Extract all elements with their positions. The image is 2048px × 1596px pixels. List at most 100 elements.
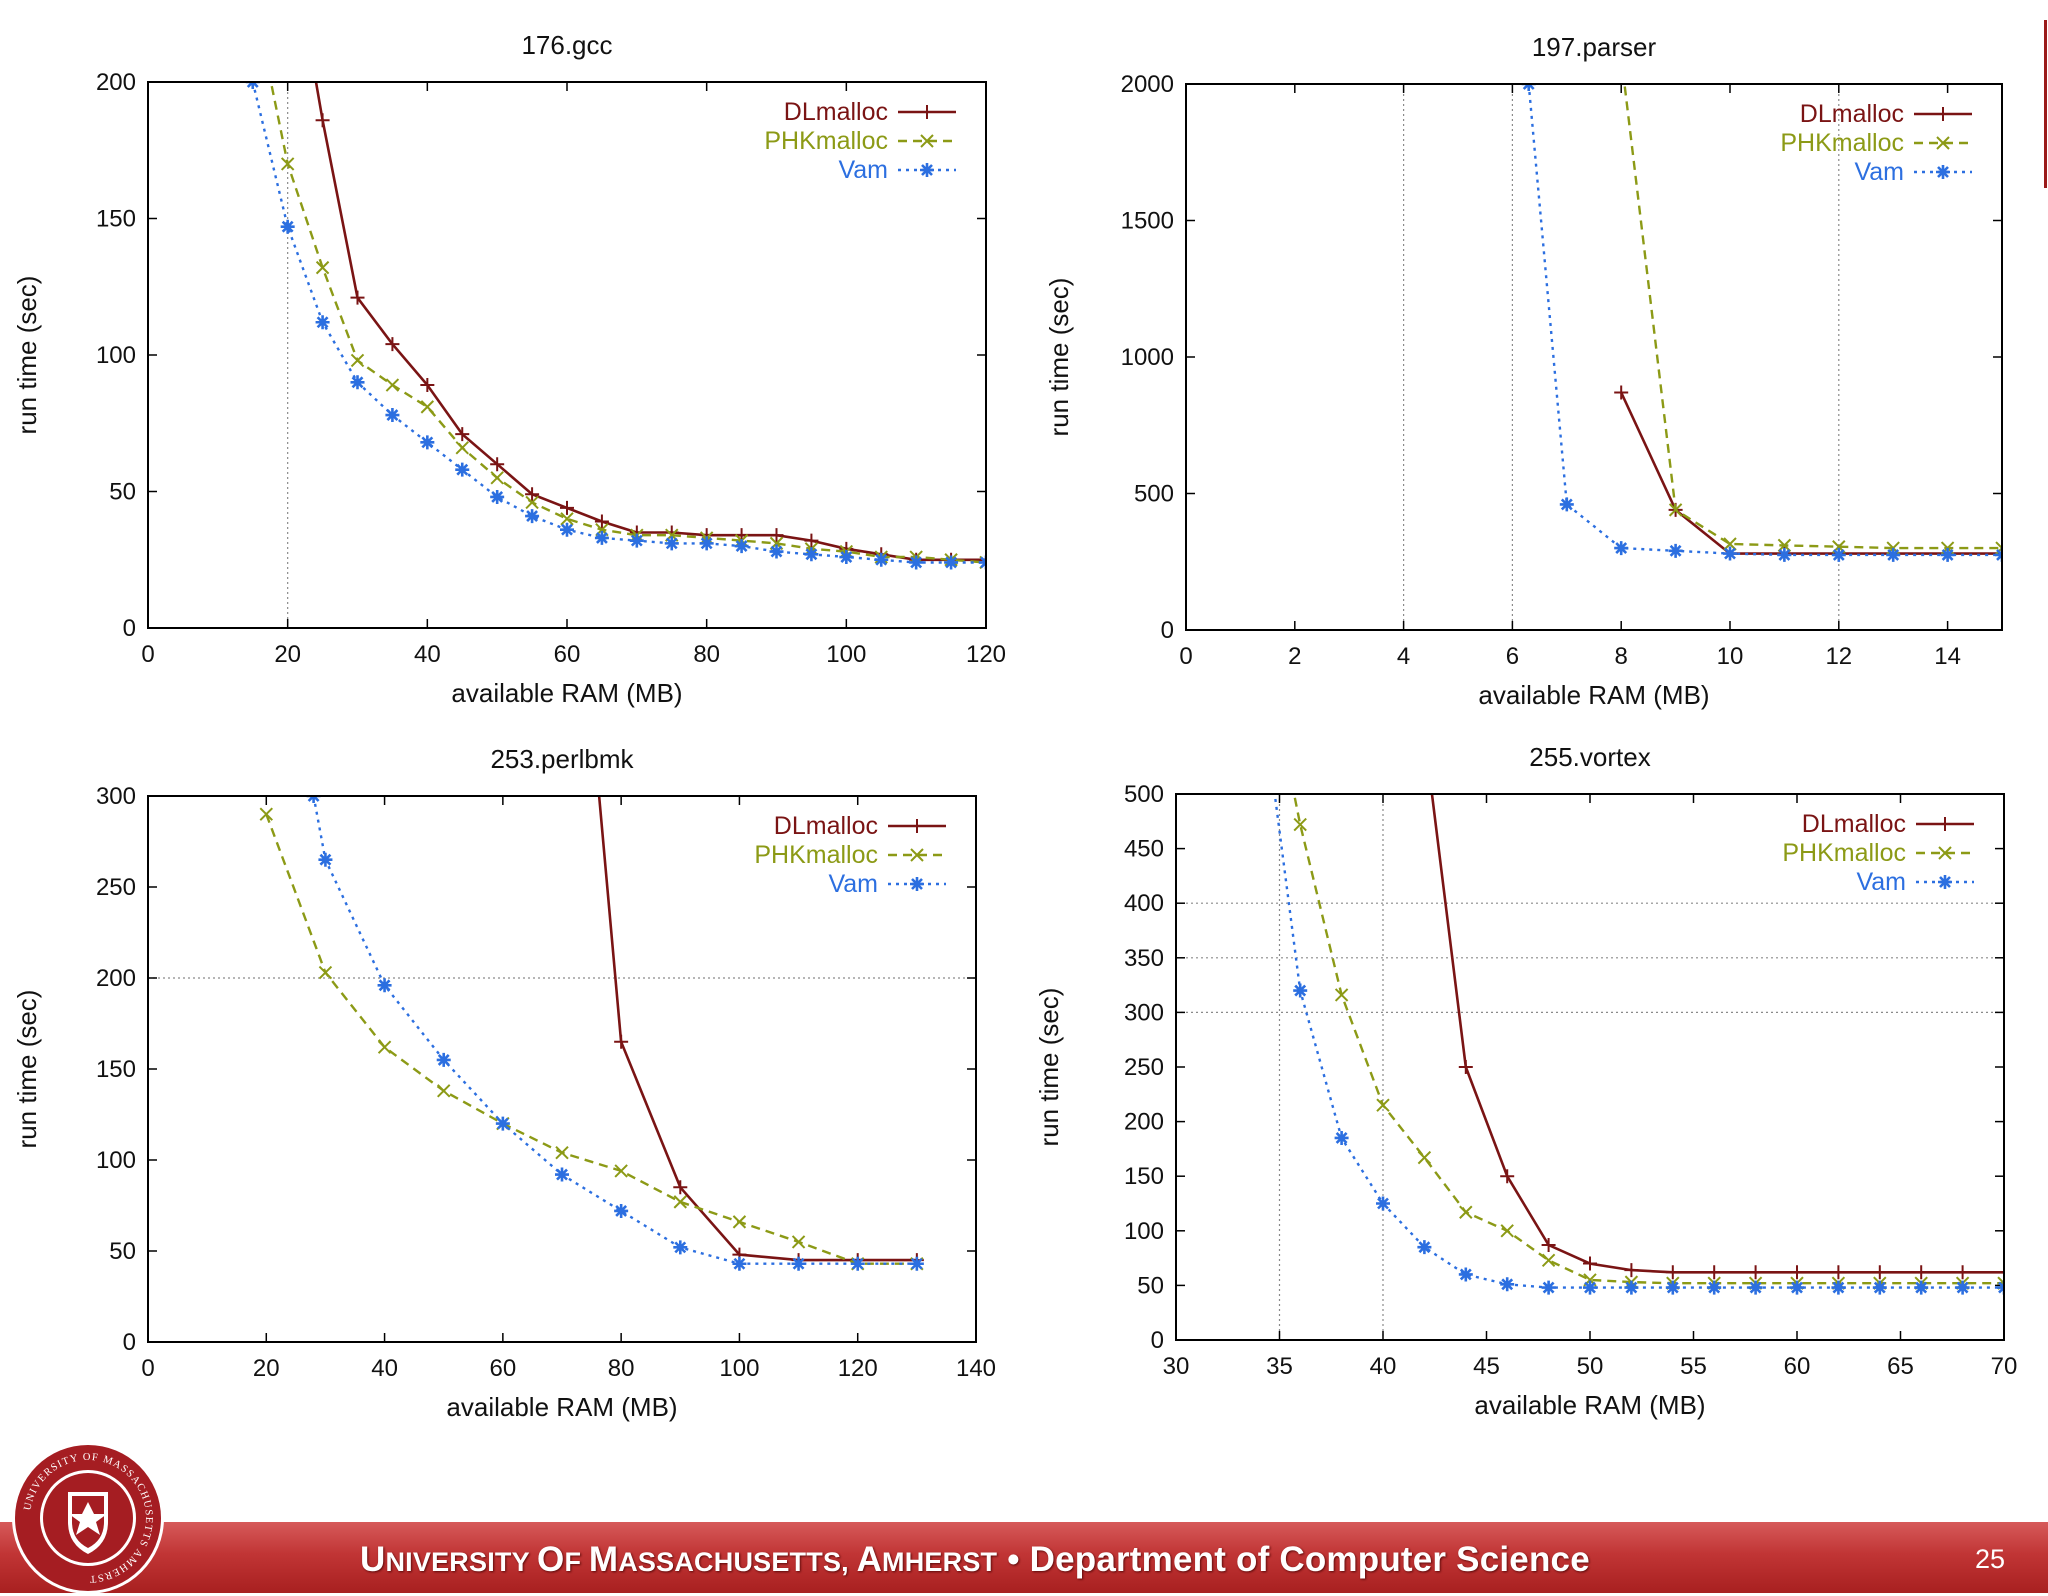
- x-tick-label: 120: [838, 1355, 878, 1382]
- data-point-dlmalloc: [1914, 1265, 1929, 1280]
- data-point-phkmalloc: [490, 471, 504, 485]
- x-tick-label: 10: [1717, 643, 1744, 670]
- x-tick-label: 65: [1887, 1353, 1914, 1380]
- data-point-vam: [436, 1052, 451, 1067]
- plot-area: [1186, 84, 2002, 630]
- data-point-dlmalloc: [1707, 1265, 1722, 1280]
- y-tick-label: 250: [96, 874, 136, 901]
- y-tick-label: 200: [1124, 1109, 1164, 1136]
- y-tick-label: 1500: [1121, 208, 1174, 235]
- data-point-phkmalloc: [1541, 1253, 1556, 1267]
- data-point-dlmalloc: [1614, 385, 1629, 400]
- data-point-vam: [664, 536, 679, 551]
- y-tick-label: 50: [109, 479, 136, 506]
- data-point-vam: [1668, 543, 1683, 558]
- y-tick-label: 500: [1134, 481, 1174, 508]
- x-tick-label: 2: [1288, 643, 1301, 670]
- data-point-vam: [699, 536, 714, 551]
- legend-entry-dlmalloc: DLmalloc: [774, 812, 946, 840]
- y-tick-label: 0: [1161, 617, 1174, 644]
- data-point-vam: [1541, 1280, 1556, 1295]
- series-line-dlmalloc: [1620, 391, 2002, 555]
- legend-label: PHKmalloc: [1780, 129, 1904, 157]
- x-tick-label: 4: [1397, 643, 1410, 670]
- data-point-vam: [1417, 1240, 1432, 1255]
- chart-197-parser: 0 2 4 6 8 10 12 14 0 500 1000 1500 2000 197.parser ava…: [1044, 32, 2003, 710]
- legend-marker: [1936, 107, 1950, 121]
- x-tick-label: 60: [490, 1355, 517, 1382]
- data-point-dlmalloc: [1997, 1265, 2004, 1280]
- data-point-vam: [1614, 541, 1629, 556]
- y-tick-label: 100: [1124, 1218, 1164, 1245]
- y-tick-label: 100: [96, 1147, 136, 1174]
- data-point-vam: [839, 550, 854, 565]
- data-point-vam: [1665, 1280, 1680, 1295]
- y-tick-label: 150: [1124, 1163, 1164, 1190]
- data-point-phkmalloc: [1293, 817, 1307, 832]
- x-tick-label: 45: [1473, 1353, 1500, 1380]
- data-point-vam: [1458, 1267, 1473, 1282]
- legend-entry-vam: Vam: [838, 156, 956, 184]
- y-tick-label: 250: [1124, 1054, 1164, 1081]
- x-tick-label: 12: [1825, 643, 1852, 670]
- data-point-dlmalloc: [804, 533, 819, 548]
- legend-label: Vam: [1854, 158, 1904, 186]
- data-point-vam: [1914, 1280, 1929, 1295]
- y-axis-label: run time (sec): [1044, 278, 1074, 437]
- legend-label: Vam: [828, 870, 878, 898]
- legend-label: PHKmalloc: [764, 127, 888, 155]
- x-tick-label: 8: [1615, 643, 1628, 670]
- legend-entry-dlmalloc: DLmalloc: [1802, 810, 1974, 838]
- data-point-dlmalloc: [614, 1034, 629, 1049]
- data-point-phkmalloc: [315, 260, 330, 275]
- data-point-phkmalloc: [560, 512, 574, 526]
- x-tick-label: 60: [1784, 1353, 1811, 1380]
- x-tick-label: 6: [1506, 643, 1519, 670]
- legend-label: DLmalloc: [1800, 100, 1904, 128]
- x-tick-label: 30: [1163, 1353, 1190, 1380]
- data-point-vam: [1624, 1280, 1639, 1295]
- legend-label: DLmalloc: [1802, 810, 1906, 838]
- plot-area: [148, 796, 976, 1342]
- legend-label: PHKmalloc: [1782, 839, 1906, 867]
- legend-label: DLmalloc: [784, 98, 888, 126]
- data-point-dlmalloc: [1831, 1265, 1846, 1280]
- data-point-phkmalloc: [1459, 1205, 1473, 1219]
- legend-entry-dlmalloc: DLmalloc: [1800, 100, 1972, 128]
- x-tick-label: 55: [1680, 1353, 1707, 1380]
- data-point-phkmalloc: [318, 965, 333, 980]
- footer-separator: •: [1007, 1540, 1020, 1579]
- data-point-phkmalloc: [259, 807, 273, 821]
- x-tick-label: 80: [608, 1355, 635, 1382]
- x-tick-label: 70: [1991, 1353, 2018, 1380]
- x-tick-label: 20: [274, 641, 301, 668]
- data-point-vam: [732, 1256, 747, 1271]
- data-point-phkmalloc: [1417, 1150, 1432, 1165]
- series-line-phkmalloc: [265, 813, 917, 1265]
- data-point-vam: [1293, 983, 1308, 998]
- y-axis-label: run time (sec): [1034, 988, 1064, 1147]
- legend-label: Vam: [838, 156, 888, 184]
- plot-area: [1176, 794, 2004, 1340]
- data-point-vam: [734, 539, 749, 554]
- legend-entry-phkmalloc: PHKmalloc: [1782, 839, 1974, 867]
- data-point-dlmalloc: [385, 337, 400, 352]
- y-tick-label: 400: [1124, 890, 1164, 917]
- data-point-vam: [1886, 547, 1901, 562]
- data-point-phkmalloc: [280, 157, 295, 171]
- x-axis-label: available RAM (MB): [1478, 680, 1709, 710]
- data-point-phkmalloc: [732, 1215, 747, 1229]
- x-tick-label: 40: [371, 1355, 398, 1382]
- data-point-phkmalloc: [1500, 1224, 1514, 1238]
- data-point-dlmalloc: [1541, 1238, 1556, 1252]
- y-tick-label: 300: [1124, 999, 1164, 1026]
- data-point-vam: [1872, 1280, 1887, 1295]
- legend-entry-phkmalloc: PHKmalloc: [754, 841, 946, 869]
- legend-entry-phkmalloc: PHKmalloc: [1780, 129, 1972, 157]
- legend-entry-phkmalloc: PHKmalloc: [764, 127, 956, 155]
- data-point-vam: [944, 555, 959, 570]
- data-point-vam: [1940, 547, 1955, 562]
- data-point-vam: [377, 978, 392, 993]
- data-point-vam: [874, 552, 889, 567]
